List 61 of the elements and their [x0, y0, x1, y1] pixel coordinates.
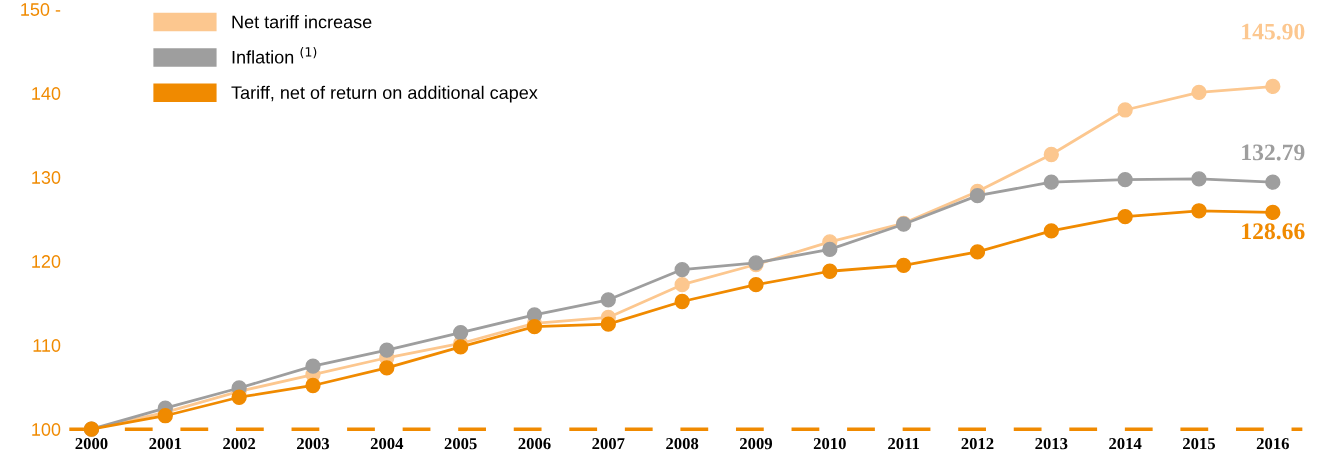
point [1191, 171, 1207, 187]
point [526, 319, 543, 335]
point [1043, 223, 1059, 239]
point [674, 261, 690, 278]
point [748, 277, 764, 293]
point [1265, 204, 1281, 221]
x-tick-label: 2005 [444, 437, 477, 450]
point [895, 257, 912, 274]
point [231, 389, 247, 405]
point [822, 263, 838, 279]
x-tick-label: 2008 [666, 437, 699, 450]
point [1043, 174, 1059, 190]
x-tick-label: 2013 [1035, 437, 1068, 450]
point [674, 277, 690, 293]
annotation: 145.90 [1242, 23, 1305, 40]
point [452, 339, 469, 355]
y-tick-label: 100 [32, 423, 61, 436]
x-tick-label: 2010 [813, 437, 846, 450]
point [1265, 174, 1281, 190]
point [1117, 102, 1133, 118]
x-tick-label: 2009 [740, 437, 773, 450]
x-tick-label: 2006 [518, 437, 551, 450]
point [379, 360, 395, 376]
point [1117, 209, 1133, 225]
point [969, 188, 986, 204]
point [379, 342, 395, 358]
legend-label: Tariff, net of return on additional capex [231, 85, 538, 103]
legend-label: Inflation $^{(1)}$ [232, 46, 317, 64]
point [600, 316, 616, 332]
x-tick-label: 2003 [297, 437, 330, 450]
point [1191, 203, 1207, 219]
point [1117, 172, 1133, 188]
x-tick-label: 2007 [592, 437, 625, 450]
x-tick-label: 2012 [961, 437, 994, 450]
point [969, 244, 986, 260]
legend-label: Net tariff increase [232, 15, 372, 29]
x-tick-label: 2015 [1183, 437, 1216, 450]
point [674, 293, 690, 310]
x-tick-label: 2016 [1256, 437, 1289, 450]
y-tick-label: 150 - [21, 3, 61, 16]
annotation: 132.79 [1242, 144, 1305, 161]
x-tick-label: 2000 [75, 437, 108, 450]
x-tick-label: 2011 [888, 437, 919, 450]
x-tick-label: 2001 [149, 437, 182, 450]
point [157, 408, 173, 424]
x-tick-label: 2014 [1109, 437, 1142, 450]
point [452, 324, 469, 341]
point [600, 292, 616, 308]
y-tick-label: 110 [33, 339, 61, 352]
x-tick-label: 2002 [223, 437, 256, 450]
point [1265, 78, 1281, 95]
y-tick-label: 130 [32, 171, 61, 184]
y-tick-label: 140 [32, 87, 61, 100]
annotation: 128.66 [1242, 223, 1305, 240]
point [305, 358, 321, 374]
x-tick-label: 2004 [370, 437, 404, 450]
point [822, 241, 838, 258]
y-tick-label: 120 [32, 255, 61, 268]
point [1191, 84, 1207, 100]
point [1043, 146, 1059, 163]
point [305, 377, 321, 394]
